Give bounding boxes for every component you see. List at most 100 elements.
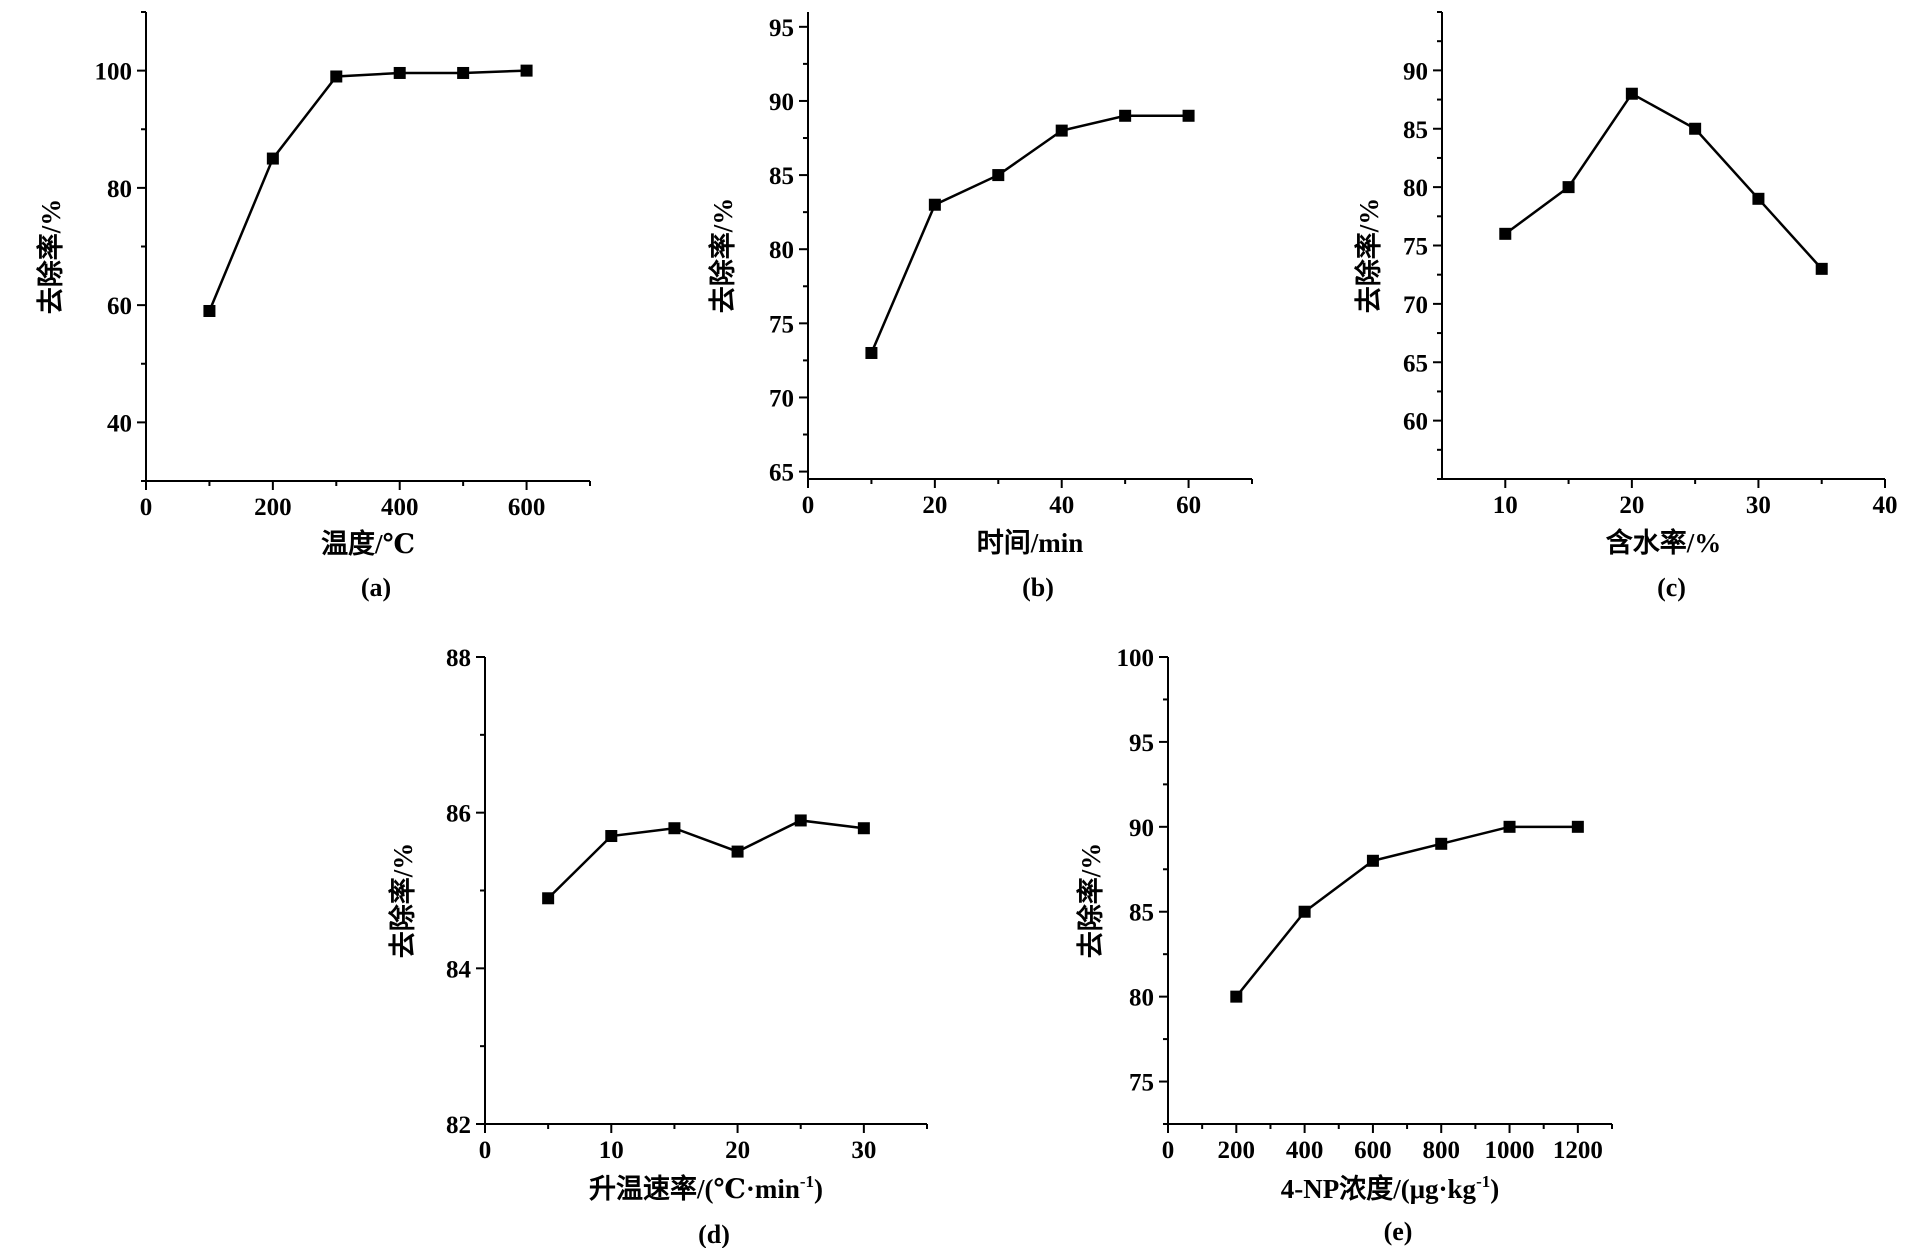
chart-panel-3: 10 20 30 40 60 65 70 75 80 85 90 含水率/% 去除率/% (c) — [1353, 11, 1898, 602]
data-point-marker — [1119, 109, 1132, 122]
x-tick-label: 1200 — [1553, 1137, 1603, 1164]
x-tick-label: 20 — [922, 492, 947, 519]
x-tick-label: 40 — [1873, 492, 1898, 519]
data-point-marker — [520, 64, 533, 77]
chart-panel-1: 0 200 400 600 40 60 80 100 温度/℃ 去除率/% (a) — [35, 11, 591, 602]
data-point-marker — [203, 304, 216, 317]
panel-label: (e) — [1384, 1217, 1413, 1246]
panel-label: (d) — [698, 1220, 730, 1248]
y-tick-label: 88 — [446, 645, 471, 672]
x-tick-label: 0 — [1162, 1137, 1175, 1164]
x-axis-title-text: 4-NP浓度/(μg·kg — [1281, 1173, 1477, 1204]
data-point-marker — [1571, 820, 1584, 833]
x-tick-label: 600 — [1354, 1137, 1392, 1164]
chart-panel-5: 0 200 400 600 800 1000 1200 75 80 85 90 95 100 4-NP浓度… — [1075, 645, 1613, 1246]
x-axis-title-superscript: -1 — [800, 1172, 814, 1191]
y-tick-label: 95 — [769, 15, 794, 42]
y-axis-title: 去除率/% — [387, 843, 418, 959]
data-point-marker — [1298, 905, 1311, 918]
panel-label: (c) — [1657, 573, 1686, 602]
x-axis-title: 温度/℃ — [321, 528, 415, 559]
x-tick-label: 30 — [1746, 492, 1771, 519]
y-tick-label: 85 — [769, 163, 794, 190]
y-tick-label: 90 — [769, 89, 794, 116]
y-axis-title: 去除率/% — [1353, 198, 1384, 314]
x-tick-label: 20 — [1619, 492, 1644, 519]
y-axis-title: 去除率/% — [1075, 843, 1106, 959]
panel-label: (b) — [1022, 573, 1054, 602]
y-tick-label: 75 — [769, 311, 794, 338]
x-tick-label: 600 — [508, 494, 546, 521]
x-axis-title-end: ) — [814, 1174, 823, 1204]
y-tick-label: 100 — [1117, 645, 1155, 672]
y-tick-label: 70 — [1403, 292, 1428, 319]
x-axis-title: 时间/min — [977, 528, 1084, 558]
x-axis-title-end: ) — [1490, 1174, 1499, 1204]
x-tick-label: 0 — [802, 492, 815, 519]
x-tick-label: 400 — [1286, 1137, 1324, 1164]
data-point-marker — [1752, 192, 1765, 205]
x-axis-title: 含水率/% — [1606, 527, 1722, 558]
y-tick-label: 40 — [107, 410, 132, 437]
data-point-marker — [1499, 227, 1512, 240]
data-point-marker — [1435, 837, 1448, 850]
x-tick-label: 30 — [851, 1137, 876, 1164]
x-axis-title: 4-NP浓度/(μg·kg-1) — [1281, 1172, 1499, 1204]
x-tick-label: 60 — [1176, 492, 1201, 519]
x-tick-label: 10 — [599, 1137, 624, 1164]
y-tick-label: 84 — [446, 956, 472, 983]
data-point-marker — [330, 70, 343, 83]
x-tick-label: 200 — [1218, 1137, 1256, 1164]
data-point-marker — [1182, 109, 1195, 122]
data-point-marker — [1230, 990, 1243, 1003]
y-tick-label: 100 — [95, 59, 133, 86]
data-point-marker — [1503, 820, 1516, 833]
data-point-marker — [992, 169, 1005, 182]
data-point-marker — [542, 892, 555, 905]
x-tick-label: 200 — [254, 494, 292, 521]
y-tick-label: 85 — [1129, 900, 1154, 927]
y-tick-label: 75 — [1403, 234, 1428, 261]
y-tick-label: 60 — [107, 293, 132, 320]
y-axis-title: 去除率/% — [35, 199, 66, 315]
y-tick-label: 65 — [1403, 350, 1428, 377]
data-point-marker — [865, 346, 878, 359]
data-line — [1504, 92, 1823, 270]
data-line — [1235, 825, 1578, 998]
x-tick-label: 0 — [479, 1137, 492, 1164]
y-tick-label: 90 — [1403, 58, 1428, 85]
data-point-marker — [668, 822, 681, 835]
x-tick-label: 10 — [1493, 492, 1518, 519]
data-point-marker — [393, 66, 406, 79]
data-point-marker — [1625, 87, 1638, 100]
y-axis-title: 去除率/% — [707, 198, 738, 314]
y-tick-label: 80 — [107, 176, 132, 203]
chart-panel-2: 0 20 40 60 65 70 75 80 85 90 95 时间/min 去除率/% (b) — [707, 12, 1253, 602]
data-line — [208, 69, 527, 312]
y-tick-label: 70 — [769, 385, 794, 412]
x-tick-label: 400 — [381, 494, 419, 521]
x-tick-label: 40 — [1049, 492, 1074, 519]
data-point-marker — [731, 845, 744, 858]
y-tick-label: 60 — [1403, 409, 1428, 436]
data-point-marker — [605, 830, 618, 843]
x-tick-label: 1000 — [1485, 1137, 1535, 1164]
data-point-marker — [1366, 854, 1379, 867]
y-tick-label: 90 — [1129, 815, 1154, 842]
y-tick-label: 85 — [1403, 117, 1428, 144]
x-tick-label: 800 — [1422, 1137, 1460, 1164]
x-tick-label: 20 — [725, 1137, 750, 1164]
data-point-marker — [457, 66, 470, 79]
data-point-marker — [928, 198, 941, 211]
y-tick-label: 82 — [446, 1112, 471, 1139]
y-tick-label: 80 — [1403, 175, 1428, 202]
x-axis-title-text: 温度/℃ — [321, 528, 415, 559]
data-point-marker — [1055, 124, 1068, 137]
x-axis-title: 升温速率/(℃·min-1) — [589, 1172, 823, 1204]
y-tick-label: 80 — [1129, 985, 1154, 1012]
y-tick-label: 75 — [1129, 1070, 1154, 1097]
chart-panel-4: 0 10 20 30 82 84 86 88 升温速率/(℃·min-1) 去除率/% (d) — [387, 645, 928, 1248]
y-tick-label: 95 — [1129, 730, 1154, 757]
data-line — [547, 819, 865, 900]
